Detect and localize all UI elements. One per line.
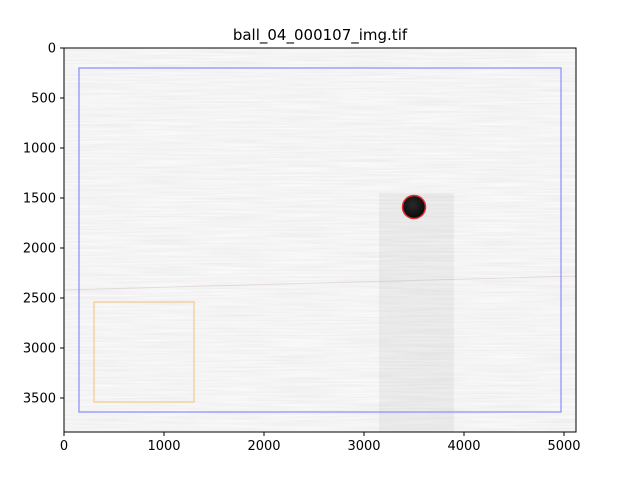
plot-area xyxy=(63,47,577,433)
x-axis: 0 1000 2000 3000 4000 5000 xyxy=(60,432,581,454)
y-tick-label: 500 xyxy=(31,92,56,107)
image-texture xyxy=(64,48,576,432)
outer-region-rect xyxy=(78,67,562,413)
y-tick-label: 3000 xyxy=(23,342,56,357)
x-tick-label: 3000 xyxy=(347,439,380,454)
ball-shadow-band xyxy=(379,193,454,432)
ball-marker xyxy=(401,194,427,220)
plot-frame xyxy=(63,47,577,433)
y-tick-label: 2500 xyxy=(23,292,56,307)
y-tick-label: 1000 xyxy=(23,142,56,157)
y-axis: 0 500 1000 1500 2000 2500 3000 3500 xyxy=(23,42,64,407)
x-tick-label: 0 xyxy=(60,439,68,454)
x-tick-label: 4000 xyxy=(447,439,480,454)
y-tick-label: 0 xyxy=(48,42,56,57)
y-tick-label: 1500 xyxy=(23,192,56,207)
chart-title: ball_04_000107_img.tif xyxy=(233,26,408,45)
y-tick-label: 3500 xyxy=(23,392,56,407)
x-tick-label: 1000 xyxy=(147,439,180,454)
reference-region-rect xyxy=(93,301,195,403)
image-streak xyxy=(63,275,577,291)
y-tick-label: 2000 xyxy=(23,242,56,257)
x-tick-label: 2000 xyxy=(247,439,280,454)
x-tick-label: 5000 xyxy=(547,439,580,454)
